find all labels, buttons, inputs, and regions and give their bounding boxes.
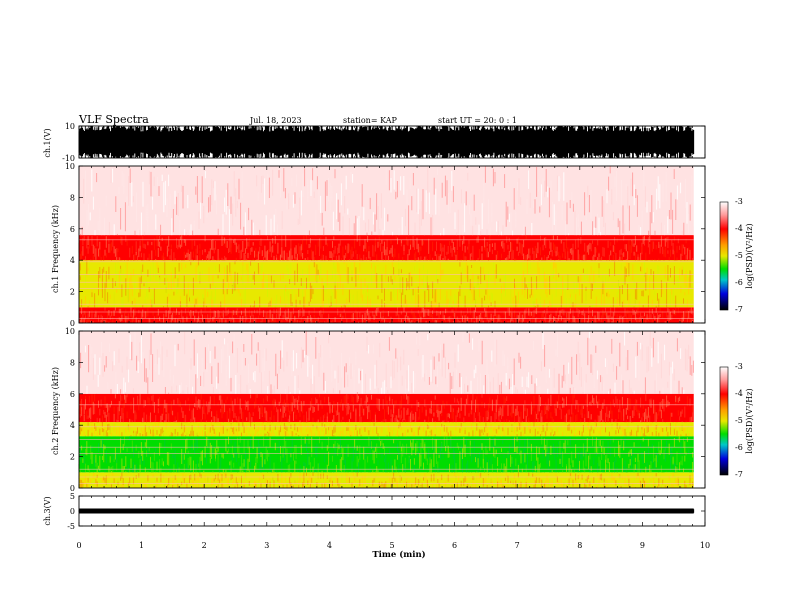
spectral-texture — [82, 235, 691, 261]
y-tick-label: 6 — [70, 390, 75, 399]
colorbar1-tick: -5 — [735, 251, 743, 260]
ch2-spectrogram-panel: 0 2 4 6 8 10 — [65, 327, 706, 493]
spectral-texture — [83, 331, 690, 394]
date-label: Jul. 18, 2023 — [249, 116, 302, 125]
y-tick-label: 10 — [65, 122, 75, 131]
x-tick-label: 8 — [577, 541, 582, 550]
spectral-texture — [80, 166, 691, 236]
x-axis-label: Time (min) — [372, 549, 425, 560]
y-tick-label: 2 — [70, 288, 75, 297]
y-tick-label: 5 — [70, 492, 75, 501]
x-tick-label: 1 — [139, 541, 144, 550]
spectral-texture — [89, 168, 688, 236]
colorbar2-label: log(PSD)(V²/Hz) — [745, 388, 754, 453]
chart-title: VLF Spectra — [78, 113, 149, 126]
y-tick-label: 8 — [70, 358, 75, 367]
x-tick-label: 9 — [640, 541, 645, 550]
y-tick-label: 8 — [70, 193, 75, 202]
spectral-texture — [83, 166, 683, 236]
ch1-spectrogram-panel: 0 2 4 6 8 10 — [65, 162, 706, 328]
y-tick-label: 10 — [65, 327, 75, 336]
y-tick-label: 0 — [70, 319, 75, 328]
colorbar2-tick: -3 — [735, 362, 743, 371]
y-tick-label: -5 — [67, 522, 75, 531]
spectral-texture — [82, 472, 692, 488]
x-tick-label: 6 — [452, 541, 457, 550]
y-tick-label: 0 — [70, 484, 75, 493]
x-tick-label: 2 — [202, 541, 207, 550]
ch1-waveform-panel: 10 -10 — [62, 122, 706, 163]
station-label: station= KAP — [343, 116, 398, 125]
y-tick-label: 6 — [70, 225, 75, 234]
y-tick-label: 0 — [70, 507, 75, 516]
x-tick-label: 0 — [76, 541, 81, 550]
colorbar1-tick: -6 — [735, 278, 743, 287]
colorbar1-label: log(PSD)(V²/Hz) — [745, 223, 754, 288]
x-tick-label: 7 — [515, 541, 520, 550]
colorbar2-tick: -5 — [735, 416, 743, 425]
ch1-spectrogram-ylabel: ch.1 Frequency (kHz) — [51, 205, 60, 293]
ch3-waveform-ylabel: ch.3(V) — [43, 496, 52, 525]
colorbar1-tick: -3 — [735, 197, 743, 206]
ch1-colorbar: -3 -4 -5 -6 -7 log(PSD)(V²/Hz) — [719, 197, 754, 314]
x-tick-label: 10 — [700, 541, 710, 550]
colorbar2-tick: -4 — [735, 389, 743, 398]
x-tick-label: 5 — [389, 541, 394, 550]
spectral-texture — [84, 331, 685, 394]
waveform-trace — [78, 126, 695, 158]
spectral-texture — [81, 331, 677, 394]
y-tick-label: 4 — [70, 256, 75, 265]
ch2-spectrogram-ylabel: ch.2 Frequency (kHz) — [51, 367, 60, 455]
spectral-texture — [81, 422, 694, 437]
spectral-texture — [79, 436, 691, 473]
time-axis: 0 1 2 3 4 5 6 7 8 9 10 — [76, 541, 710, 550]
colorbar2-tick: -6 — [735, 443, 743, 452]
colorbar1-tick: -7 — [735, 305, 743, 314]
x-tick-label: 4 — [327, 541, 332, 550]
spectral-texture — [79, 260, 692, 308]
ch2-colorbar: -3 -4 -5 -6 -7 log(PSD)(V²/Hz) — [719, 362, 754, 479]
y-tick-label: 2 — [70, 453, 75, 462]
ch1-waveform-ylabel: ch.1(V) — [43, 128, 52, 157]
y-tick-label: 4 — [70, 421, 75, 430]
y-tick-label: -10 — [62, 154, 75, 163]
x-tick-label: 3 — [264, 541, 269, 550]
start-time-label: start UT = 20: 0 : 1 — [438, 116, 517, 125]
y-tick-label: 10 — [65, 162, 75, 171]
ch3-band — [79, 508, 694, 514]
colorbar1-tick: -4 — [735, 224, 743, 233]
ch3-waveform-panel: 5 0 -5 — [67, 492, 706, 531]
colorbar2-tick: -7 — [735, 470, 743, 479]
